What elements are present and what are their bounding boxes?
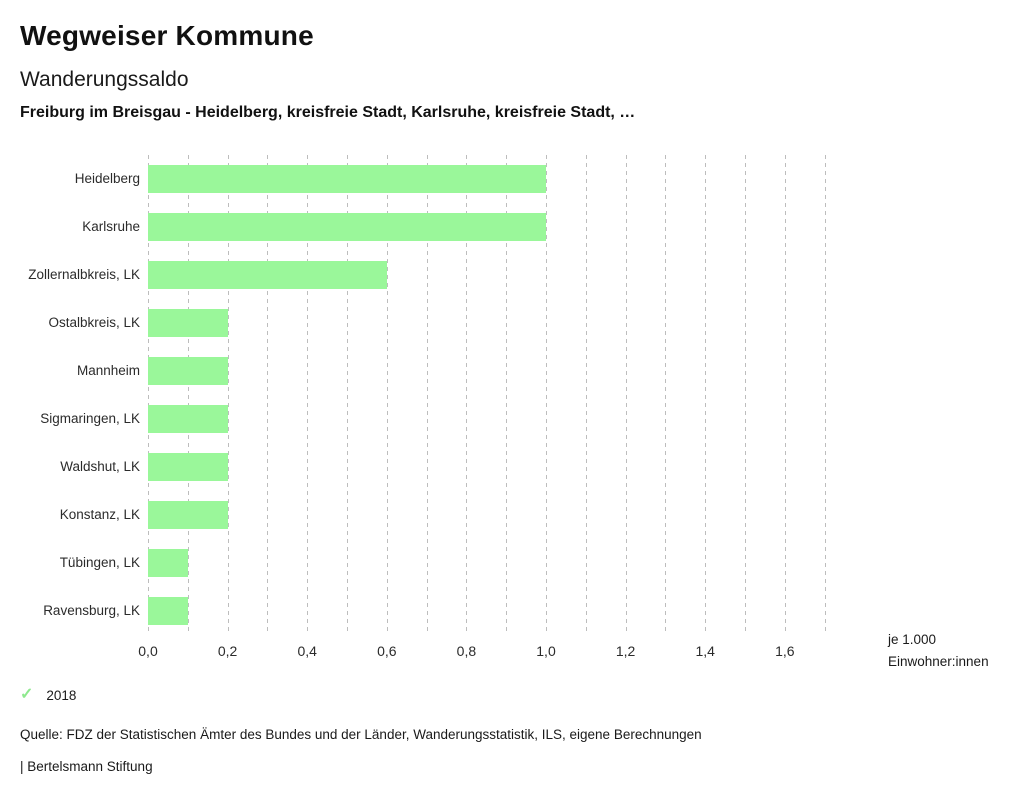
x-axis-unit-label: je 1.000 Einwohner:innen bbox=[888, 629, 989, 672]
gridline bbox=[267, 155, 269, 635]
gridline bbox=[745, 155, 746, 635]
x-tick-label: 0,2 bbox=[217, 643, 238, 659]
legend-year-label: 2018 bbox=[46, 687, 77, 703]
bar-waldshut-lk[interactable] bbox=[148, 453, 228, 481]
gridline bbox=[307, 155, 309, 635]
x-tick-label: 0,4 bbox=[297, 643, 317, 659]
page-title: Wegweiser Kommune bbox=[20, 20, 314, 51]
x-tick-label: 0,6 bbox=[377, 643, 397, 659]
gridline bbox=[347, 155, 348, 635]
gridline bbox=[426, 155, 428, 635]
gridline bbox=[824, 155, 826, 635]
category-label: Heidelberg bbox=[74, 171, 140, 186]
gridline bbox=[784, 155, 786, 635]
gridline bbox=[187, 155, 189, 635]
x-tick-label: 1,6 bbox=[775, 643, 795, 659]
bar-karlsruhe[interactable] bbox=[148, 213, 546, 241]
comparison-municipalities-line: Freiburg im Breisgau - Heidelberg, kreis… bbox=[20, 104, 636, 121]
gridline bbox=[466, 155, 468, 635]
category-label: Ravensburg, LK bbox=[43, 603, 140, 618]
category-label: Mannheim bbox=[76, 363, 140, 378]
indicator-title: Wanderungssaldo bbox=[20, 68, 189, 91]
category-label: Zollernalbkreis, LK bbox=[28, 267, 140, 282]
gridline bbox=[625, 155, 627, 635]
bar-zollernalbkreis-lk[interactable] bbox=[148, 261, 387, 289]
bar-sigmaringen-lk[interactable] bbox=[148, 405, 228, 433]
bar-ostalbkreis-lk[interactable] bbox=[148, 309, 228, 337]
gridline bbox=[386, 155, 388, 635]
category-label: Karlsruhe bbox=[82, 219, 140, 234]
gridline bbox=[148, 155, 149, 635]
gridline bbox=[227, 155, 229, 635]
legend-year-toggle[interactable]: ✓ 2018 bbox=[20, 687, 76, 703]
category-label: Ostalbkreis, LK bbox=[48, 315, 140, 330]
category-label: Konstanz, LK bbox=[59, 507, 140, 522]
category-label: Tübingen, LK bbox=[59, 555, 140, 570]
category-axis-labels: Heidelberg Karlsruhe Zollernalbkreis, LK Os… bbox=[0, 155, 140, 635]
category-label: Sigmaringen, LK bbox=[40, 411, 140, 426]
x-tick-label: 1,4 bbox=[695, 643, 715, 659]
x-axis-unit-line: Einwohner:innen bbox=[888, 653, 989, 669]
category-label: Waldshut, LK bbox=[60, 459, 140, 474]
gridline bbox=[546, 155, 547, 635]
gridline bbox=[665, 155, 667, 635]
plot-area bbox=[148, 155, 826, 635]
bar-mannheim[interactable] bbox=[148, 357, 228, 385]
bar-ravensburg-lk[interactable] bbox=[148, 597, 188, 625]
x-axis-unit-line: je 1.000 bbox=[888, 632, 937, 647]
attribution-note: | Bertelsmann Stiftung bbox=[20, 759, 153, 774]
gridline bbox=[585, 155, 587, 635]
x-tick-label: 0,0 bbox=[138, 643, 158, 659]
bar-heidelberg[interactable] bbox=[148, 165, 546, 193]
bar-t-bingen-lk[interactable] bbox=[148, 549, 188, 577]
source-note: Quelle: FDZ der Statistischen Ämter des … bbox=[20, 727, 702, 742]
x-tick-label: 1,0 bbox=[536, 643, 556, 659]
bar-chart: Heidelberg Karlsruhe Zollernalbkreis, LK Os… bbox=[0, 155, 1024, 675]
gridline bbox=[705, 155, 707, 635]
bar-konstanz-lk[interactable] bbox=[148, 501, 228, 529]
gridline bbox=[506, 155, 508, 635]
x-tick-label: 0,8 bbox=[456, 643, 477, 659]
check-icon: ✓ bbox=[20, 686, 34, 703]
x-tick-label: 1,2 bbox=[615, 643, 636, 659]
